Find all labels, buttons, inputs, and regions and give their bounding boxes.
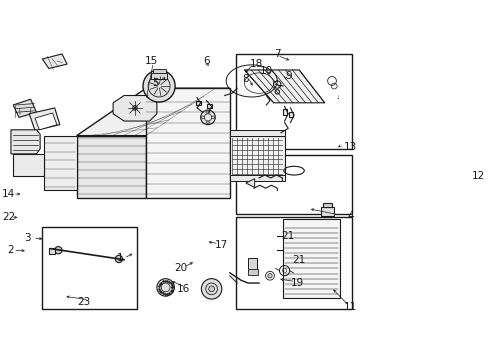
Text: 23: 23 — [77, 297, 91, 307]
Polygon shape — [13, 99, 36, 117]
Polygon shape — [42, 54, 67, 68]
Text: 4: 4 — [347, 211, 354, 221]
Text: 6: 6 — [203, 56, 210, 66]
Text: 22: 22 — [2, 212, 15, 222]
Bar — [236, 154, 352, 215]
Text: 12: 12 — [471, 171, 485, 181]
Text: 14: 14 — [2, 189, 15, 199]
Bar — [151, 73, 167, 79]
Text: 18: 18 — [250, 59, 264, 69]
Bar — [321, 207, 334, 216]
Bar — [248, 269, 258, 275]
Circle shape — [201, 110, 215, 125]
Circle shape — [275, 90, 279, 94]
Circle shape — [115, 255, 122, 262]
Polygon shape — [44, 136, 76, 190]
Polygon shape — [13, 154, 44, 176]
Bar — [323, 203, 332, 207]
Text: 10: 10 — [260, 67, 273, 76]
Text: 13: 13 — [343, 141, 357, 152]
Bar — [49, 248, 55, 254]
Text: 21: 21 — [282, 231, 295, 241]
Polygon shape — [230, 136, 285, 176]
Polygon shape — [76, 136, 146, 198]
Circle shape — [206, 121, 209, 124]
Text: 1: 1 — [117, 253, 123, 263]
Bar — [196, 102, 201, 105]
Bar — [236, 217, 352, 309]
Circle shape — [212, 116, 215, 119]
Circle shape — [201, 116, 204, 119]
Circle shape — [268, 274, 272, 278]
Bar — [42, 227, 137, 309]
Bar — [289, 112, 294, 117]
Circle shape — [209, 286, 215, 292]
Text: 17: 17 — [215, 240, 228, 250]
Polygon shape — [35, 113, 57, 130]
Polygon shape — [29, 108, 60, 131]
Text: 3: 3 — [24, 233, 31, 243]
Bar — [152, 68, 166, 73]
Circle shape — [206, 111, 209, 114]
Bar — [230, 130, 285, 136]
Bar — [283, 219, 340, 298]
Polygon shape — [11, 130, 40, 154]
Circle shape — [55, 247, 62, 254]
Circle shape — [201, 279, 222, 299]
Text: 19: 19 — [291, 278, 304, 288]
Text: 5: 5 — [152, 78, 159, 88]
Text: 16: 16 — [177, 284, 191, 294]
Text: 15: 15 — [145, 56, 158, 66]
Polygon shape — [245, 70, 325, 103]
Bar — [283, 109, 288, 115]
Polygon shape — [76, 88, 230, 136]
Text: 9: 9 — [285, 71, 292, 81]
Text: 11: 11 — [343, 302, 357, 312]
Text: 20: 20 — [174, 264, 188, 274]
Bar — [230, 175, 285, 181]
Bar — [206, 104, 212, 108]
Text: 21: 21 — [293, 255, 306, 265]
Polygon shape — [146, 88, 230, 198]
Circle shape — [273, 81, 281, 88]
Circle shape — [157, 279, 174, 296]
Text: 8: 8 — [243, 74, 249, 84]
Circle shape — [143, 70, 175, 102]
Circle shape — [133, 106, 137, 110]
Bar — [236, 54, 352, 149]
Text: 2: 2 — [7, 245, 14, 255]
Text: 7: 7 — [274, 49, 281, 59]
Polygon shape — [246, 179, 255, 188]
Bar — [248, 257, 257, 271]
Polygon shape — [113, 95, 157, 121]
